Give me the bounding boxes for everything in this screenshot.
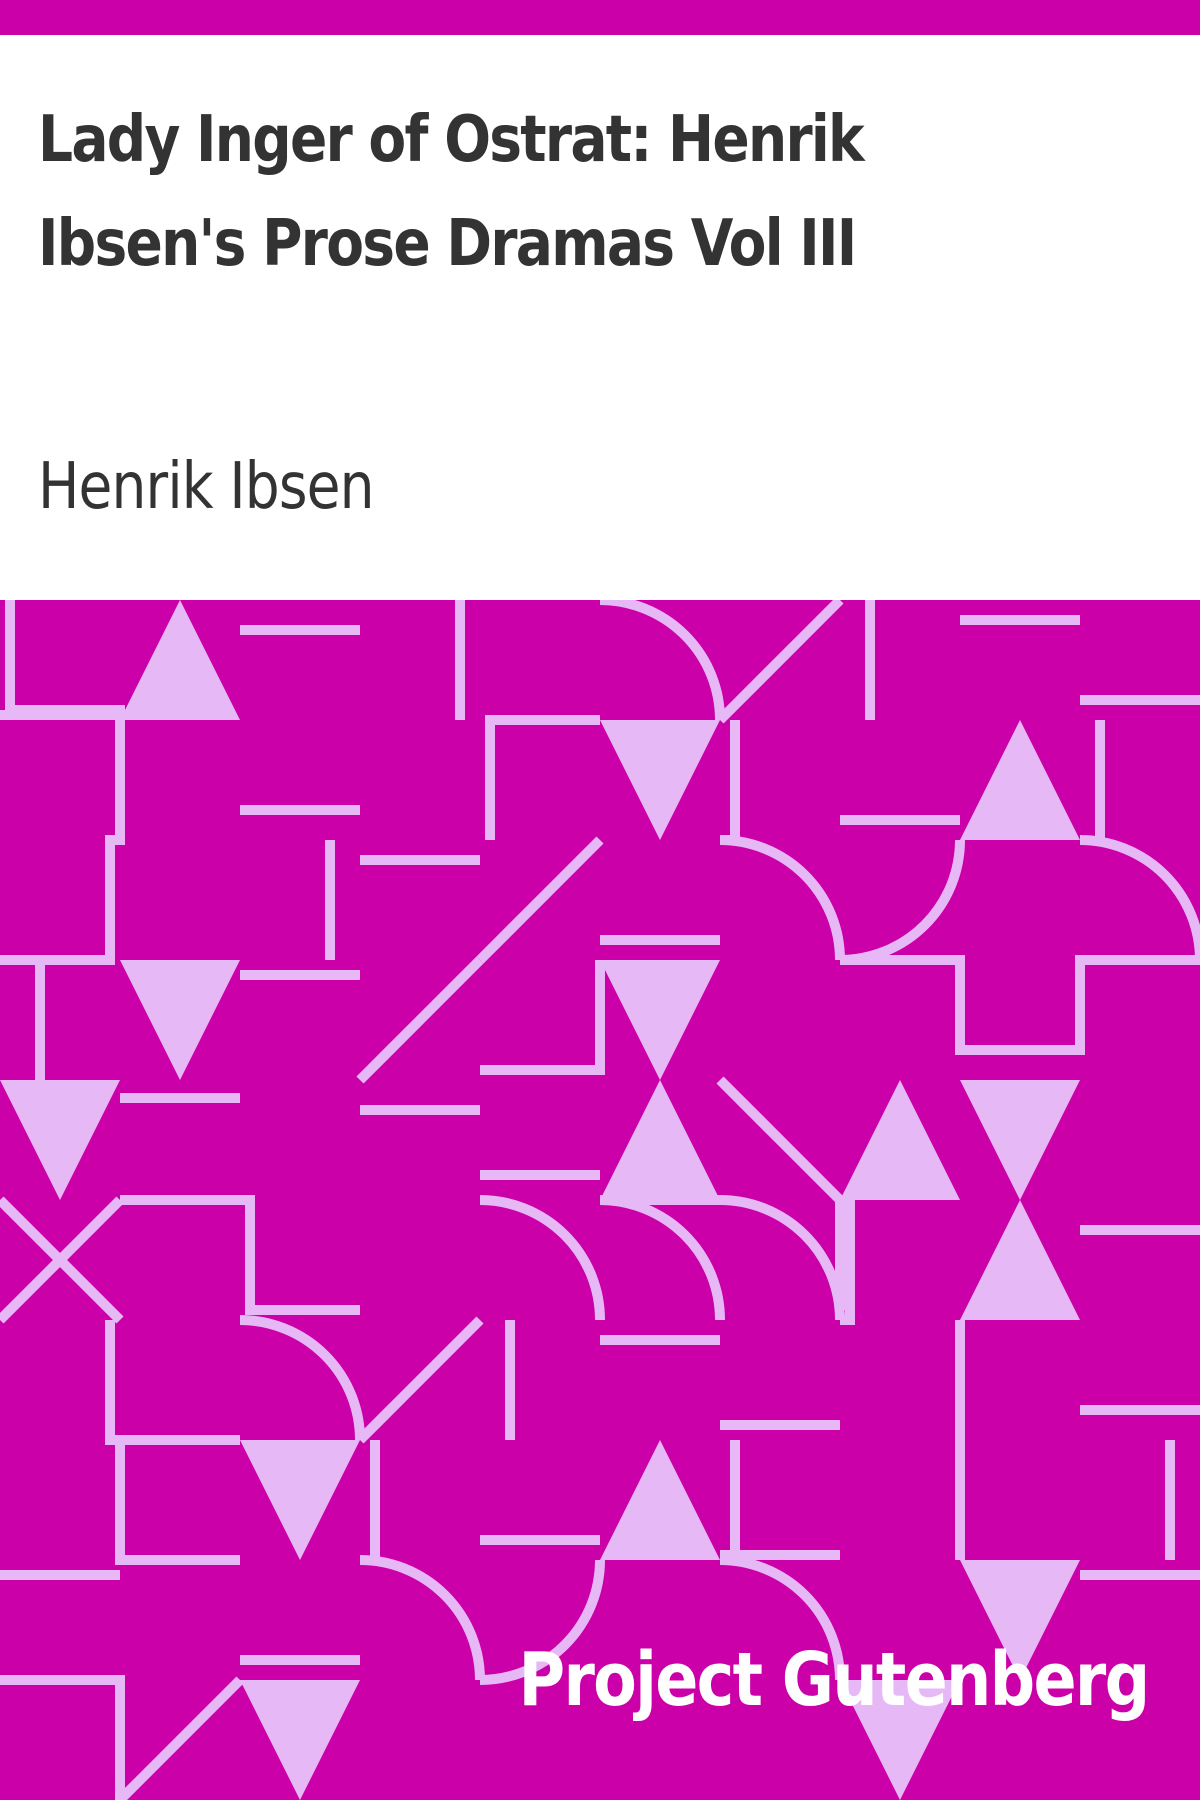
book-author: Henrik Ibsen xyxy=(38,450,375,524)
decorative-pattern xyxy=(0,600,1200,1800)
book-title: Lady Inger of Ostrat: Henrik Ibsen's Pro… xyxy=(38,103,865,281)
geometric-pattern-graphic xyxy=(0,600,1200,1800)
top-accent-band xyxy=(0,0,1200,35)
cover-header xyxy=(0,35,1200,600)
publisher-name: Project Gutenberg xyxy=(518,1637,1150,1723)
